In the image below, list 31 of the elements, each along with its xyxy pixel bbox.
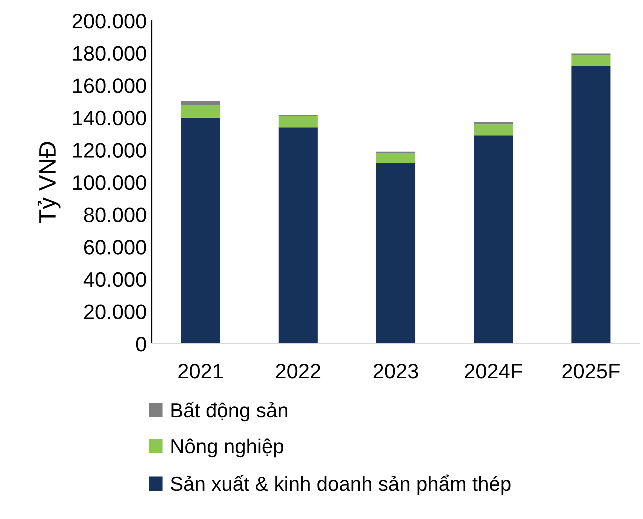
bar	[181, 118, 220, 344]
y-axis-title: Tỷ VNĐ	[38, 142, 61, 224]
y-tick-label: 20.000	[84, 304, 146, 320]
bar	[181, 100, 220, 105]
y-tick-label: 200.000	[72, 14, 146, 29]
x-tick-label: 2024F	[465, 364, 522, 379]
y-tick-label: 100.000	[73, 176, 146, 190]
legend-label: Sản xuất & kinh doanh sản phẩm thép	[171, 474, 511, 496]
x-tick-label: 2025F	[562, 364, 620, 379]
y-tick-label: 140.000	[73, 110, 146, 126]
x-tick-label: 2022	[276, 364, 321, 379]
bar	[376, 163, 416, 344]
y-tick-label: 160.000	[73, 78, 146, 94]
y-tick-label: 120.000	[73, 143, 146, 158]
bar	[181, 104, 220, 118]
bar	[572, 66, 611, 344]
bar	[474, 136, 514, 344]
y-tick-label: 80.000	[84, 208, 146, 223]
bar	[474, 124, 514, 136]
bar	[376, 153, 416, 164]
x-tick-label: 2021	[178, 364, 223, 379]
y-tick-label: 60.000	[84, 240, 146, 255]
y-tick-label: 40.000	[84, 272, 146, 288]
bar	[278, 128, 318, 344]
y-tick-label: 0	[136, 337, 146, 352]
bar	[572, 55, 611, 66]
legend-label: Nông nghiệp	[172, 438, 284, 458]
bar	[278, 116, 318, 128]
x-tick-label: 2023	[374, 364, 418, 379]
y-tick-label: 180.000	[73, 46, 146, 62]
legend-label: Bất động sản	[172, 402, 288, 422]
